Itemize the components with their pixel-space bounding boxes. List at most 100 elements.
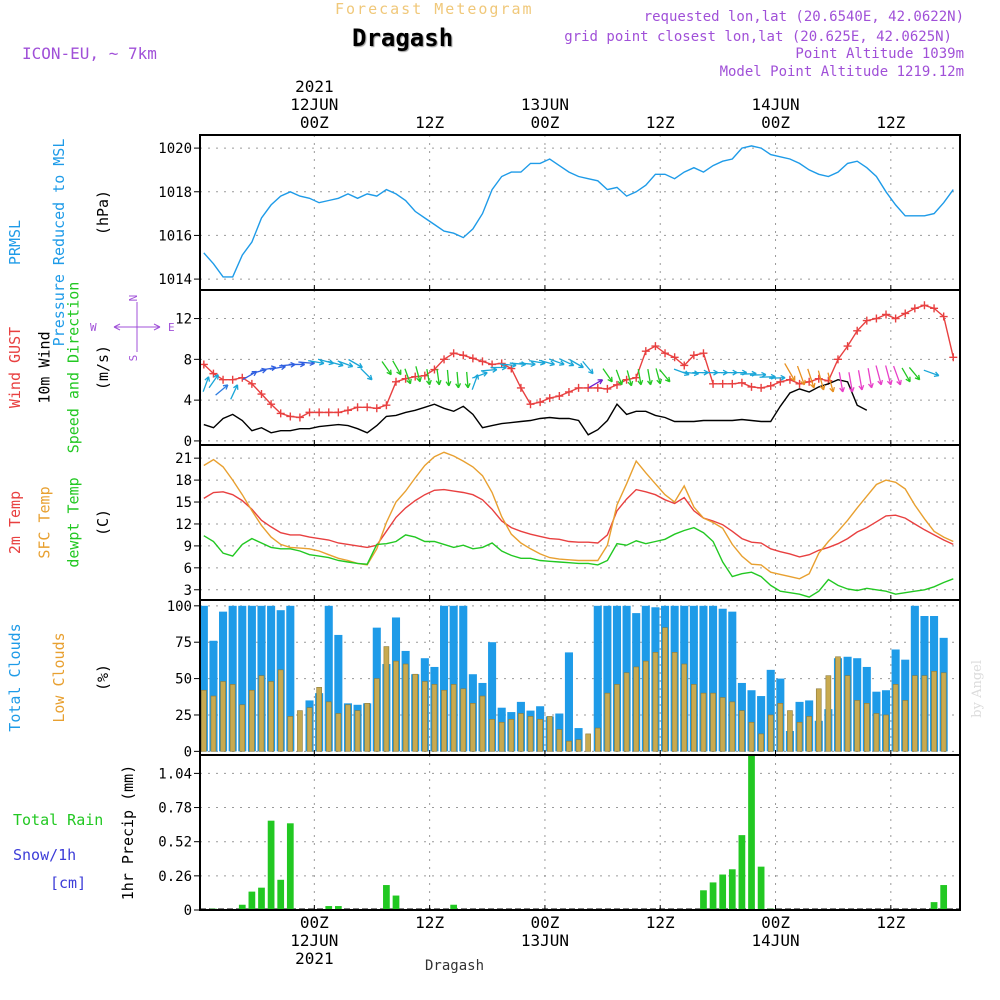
time-label-top: 00Z [300,113,329,132]
gust-marker [593,383,602,392]
y-tick-label: 6 [184,561,192,577]
low-cloud-bar [892,684,899,752]
wind-direction-arrow-icon [659,369,671,383]
low-cloud-bar [787,710,793,752]
low-cloud-bar [796,721,803,752]
gust-marker [497,359,506,368]
wind-direction-arrow-icon [892,365,902,386]
gust-marker [564,387,573,396]
precip-legend-0: Total Rain [13,811,103,829]
low-cloud-bar [633,666,640,752]
y-tick-label: 3 [184,583,192,599]
low-cloud-bar [681,663,688,752]
time-label-top: 14JUN [751,95,799,114]
y-tick-label: 0 [184,744,192,760]
time-label-top: 12Z [415,113,444,132]
t2m-line [203,488,954,558]
low-cloud-bar [479,695,486,752]
gust-marker [689,351,698,360]
total-cloud-bar [228,605,237,752]
panel-precip [194,754,961,911]
low-cloud-bar [201,689,207,752]
wind-direction-arrow-icon [908,367,921,381]
low-cloud-bar [258,675,265,752]
low-cloud-bar [940,672,947,752]
wind-direction-arrow-icon [404,368,412,385]
wind-direction-arrow-icon [381,361,392,376]
wind-direction-arrow-icon [615,369,624,386]
low-cloud-bar [604,692,611,752]
low-cloud-bar [556,729,563,752]
gust-marker [901,309,910,318]
gust-marker [305,408,314,417]
y-tick-label: 0 [184,903,192,919]
axis-label-temperature-0: 2m Temp [6,491,24,554]
low-cloud-bar [422,681,428,752]
rain-bar [334,906,342,910]
rain-bar [267,820,275,910]
rain-bar [238,904,246,910]
low-cloud-bar [806,716,812,752]
low-cloud-bar [758,733,764,752]
low-cloud-bar [441,689,447,752]
low-cloud-bar [912,675,918,752]
low-cloud-bar [777,703,784,752]
low-cloud-bar [652,652,659,752]
low-cloud-bar [719,697,726,752]
gust-marker [219,375,228,384]
rain-bar [738,835,746,910]
low-cloud-bar [921,675,928,752]
time-label-bottom: 12Z [876,913,905,932]
wind-direction-arrow-icon [838,372,845,393]
panel-frame [199,754,961,911]
low-cloud-bar [575,739,582,752]
y-tick-label: 1016 [158,228,192,244]
time-label-bottom: 00Z [300,913,329,932]
model-point-altitude: Model Point Altitude 1219.12m [719,64,964,80]
compass-rose-icon [113,302,161,352]
axis-label-clouds-1: Low Clouds [50,632,68,722]
rain-bar [940,885,948,910]
gust-marker [603,384,612,393]
gust-marker [199,360,208,369]
low-cloud-bar [873,713,880,752]
low-cloud-bar [383,646,390,752]
wind-direction-arrow-icon [769,374,786,381]
wind-direction-arrow-icon [455,371,462,389]
time-label-top: 2021 [295,77,334,96]
total-cloud-bar [324,605,333,752]
total-cloud-bar [603,605,612,752]
gust-marker [882,310,891,319]
gust-marker [833,355,842,364]
wind-direction-arrow-icon [392,360,402,376]
wind-direction-arrow-icon [558,358,575,367]
wind-direction-arrow-icon [348,358,363,369]
meteogram-title: Forecast Meteogram [335,0,534,18]
gust-marker [651,342,660,351]
gust-marker [862,316,871,325]
rain-bar [748,755,755,910]
time-label-bottom: 12Z [646,913,675,932]
axis-label-wind-0: Wind GUST [6,327,24,408]
total-cloud-bar [247,605,256,752]
wind-direction-arrow-icon [848,372,855,393]
wind-direction-arrow-icon [901,367,911,383]
low-cloud-bar [306,707,313,752]
precip-legend-1: Snow/1h [13,846,76,864]
wind-direction-arrow-icon [215,384,229,396]
time-label-bottom: 2021 [295,949,334,968]
wind-direction-arrow-icon [875,365,884,386]
axis-label-clouds-2: (%) [94,664,112,691]
gust-marker [267,400,276,409]
wind-direction-arrow-icon [538,359,555,367]
low-cloud-bar [345,704,351,752]
time-label-bottom: 00Z [530,913,559,932]
low-cloud-bar [297,710,303,752]
gust-marker [343,406,352,415]
y-tick-label: 18 [175,473,192,489]
gust-marker [276,409,285,418]
wind-direction-arrow-icon [230,384,239,400]
gust-marker [939,312,948,321]
rain-bar [719,874,727,910]
